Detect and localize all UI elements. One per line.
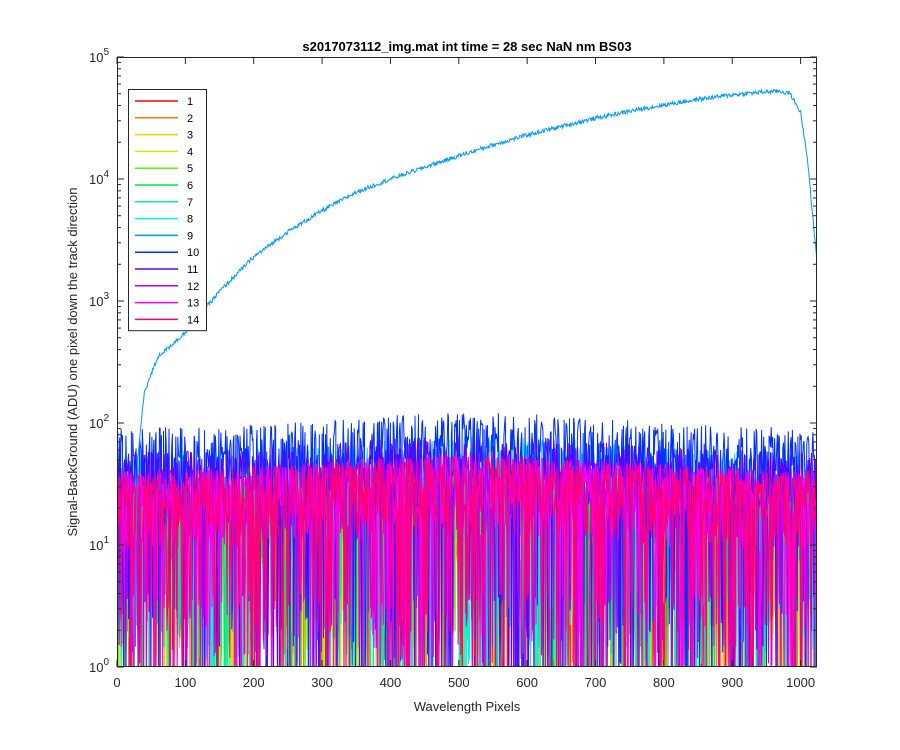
legend-label-4: 4: [187, 146, 193, 158]
y-tick-label: 100: [89, 657, 109, 675]
series-line-14: [117, 454, 817, 667]
legend-box: [128, 89, 207, 332]
legend-label-6: 6: [187, 180, 193, 192]
legend-label-7: 7: [187, 197, 193, 209]
x-tick-label: 200: [243, 675, 265, 690]
legend-label-3: 3: [187, 130, 193, 142]
legend-label-11: 11: [187, 264, 198, 276]
x-tick-label: 900: [721, 675, 743, 690]
legend-label-8: 8: [187, 214, 193, 226]
x-tick-label: 100: [175, 675, 197, 690]
x-tick-label: 700: [585, 675, 607, 690]
x-axis-label: Wavelength Pixels: [414, 699, 521, 714]
x-tick-label: 300: [311, 675, 333, 690]
legend-label-9: 9: [187, 230, 193, 242]
y-tick-label: 105: [89, 47, 109, 65]
legend-label-13: 13: [187, 298, 199, 310]
series-layer: [117, 88, 817, 667]
chart-title: s2017073112_img.mat int time = 28 sec Na…: [302, 39, 631, 54]
x-tick-label: 400: [380, 675, 402, 690]
y-tick-label: 101: [89, 535, 109, 553]
x-tick-label: 600: [516, 675, 538, 690]
legend-label-2: 2: [187, 113, 193, 125]
x-tick-label: 0: [113, 675, 120, 690]
axis-ticks: 0 100 200 300 400 500 600 700 800 900 100010010110…: [89, 47, 817, 690]
y-tick-label: 102: [89, 413, 109, 431]
y-tick-label: 103: [89, 291, 109, 309]
x-tick-label: 1000: [786, 675, 815, 690]
legend-label-1: 1: [187, 96, 193, 108]
legend-label-5: 5: [187, 163, 193, 175]
legend-label-10: 10: [187, 247, 199, 259]
legend-label-14: 14: [187, 314, 199, 326]
y-axis-label: Signal-BackGround (ADU) one pixel down t…: [65, 187, 80, 536]
series-line-9: [117, 88, 817, 667]
series-line-10: [117, 413, 817, 667]
plot-frame: [117, 57, 817, 667]
legend-label-12: 12: [187, 281, 199, 293]
x-tick-label: 500: [448, 675, 470, 690]
y-tick-label: 104: [89, 169, 109, 187]
x-tick-label: 800: [653, 675, 675, 690]
